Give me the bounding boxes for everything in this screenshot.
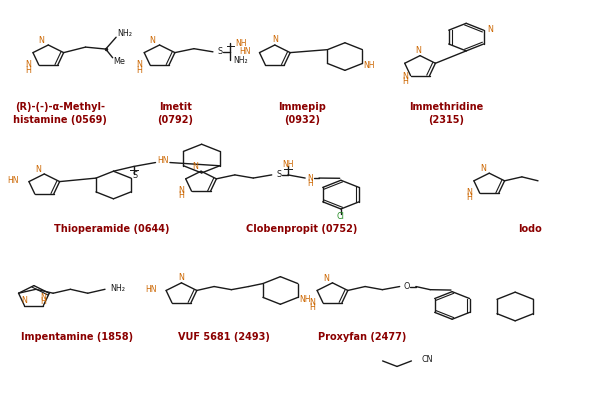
Text: S: S xyxy=(276,170,281,179)
Text: H: H xyxy=(310,303,316,312)
Text: Immepip
(0932): Immepip (0932) xyxy=(278,102,326,124)
Text: N: N xyxy=(25,60,31,70)
Text: NH: NH xyxy=(282,160,294,169)
Text: NH₂: NH₂ xyxy=(233,56,248,65)
Text: NH₂: NH₂ xyxy=(117,29,132,38)
Text: N: N xyxy=(272,35,278,44)
Text: Cl: Cl xyxy=(337,212,345,220)
Text: CN: CN xyxy=(421,355,432,364)
Text: N: N xyxy=(310,298,316,307)
Text: N: N xyxy=(402,72,408,81)
Text: NH: NH xyxy=(235,39,247,48)
Text: Clobenpropit (0752): Clobenpropit (0752) xyxy=(246,224,358,234)
Text: H: H xyxy=(178,192,184,200)
Text: N: N xyxy=(35,165,41,174)
Text: O: O xyxy=(404,282,410,291)
Text: S: S xyxy=(132,171,137,180)
Text: N: N xyxy=(41,293,47,302)
Text: (R)-(-)-α-Methyl-
histamine (0569): (R)-(-)-α-Methyl- histamine (0569) xyxy=(13,102,107,124)
Text: H: H xyxy=(41,298,47,306)
Text: N: N xyxy=(415,46,421,55)
Text: HN: HN xyxy=(158,156,169,165)
Text: N: N xyxy=(324,274,330,282)
Text: HN: HN xyxy=(145,285,157,294)
Text: N: N xyxy=(480,164,486,173)
Text: NH: NH xyxy=(363,61,375,70)
Text: Iodo: Iodo xyxy=(518,224,542,234)
Text: Immethridine
(2315): Immethridine (2315) xyxy=(409,102,483,124)
Text: Thioperamide (0644): Thioperamide (0644) xyxy=(54,224,169,234)
Text: NH₂: NH₂ xyxy=(110,284,125,292)
Text: N: N xyxy=(466,188,472,197)
Text: N: N xyxy=(21,296,27,305)
Text: N: N xyxy=(178,186,184,195)
Text: Proxyfan (2477): Proxyfan (2477) xyxy=(318,332,407,342)
Text: Me: Me xyxy=(114,57,126,66)
Text: VUF 5681 (2493): VUF 5681 (2493) xyxy=(178,332,270,342)
Text: N: N xyxy=(38,36,44,45)
Text: H: H xyxy=(137,66,143,74)
Text: H: H xyxy=(25,66,31,74)
Text: Impentamine (1858): Impentamine (1858) xyxy=(21,332,133,342)
Text: N: N xyxy=(192,162,198,171)
Text: N: N xyxy=(307,174,313,183)
Text: N: N xyxy=(150,36,156,45)
Text: NH: NH xyxy=(299,295,310,304)
Text: N: N xyxy=(487,25,493,34)
Text: N: N xyxy=(179,273,185,282)
Text: H: H xyxy=(402,78,408,86)
Text: Imetit
(0792): Imetit (0792) xyxy=(157,102,193,124)
Text: S: S xyxy=(218,47,223,56)
Text: HN: HN xyxy=(7,176,18,184)
Text: H: H xyxy=(466,193,472,202)
Text: N: N xyxy=(137,60,143,70)
Text: HN: HN xyxy=(239,47,250,56)
Text: H: H xyxy=(307,179,313,188)
